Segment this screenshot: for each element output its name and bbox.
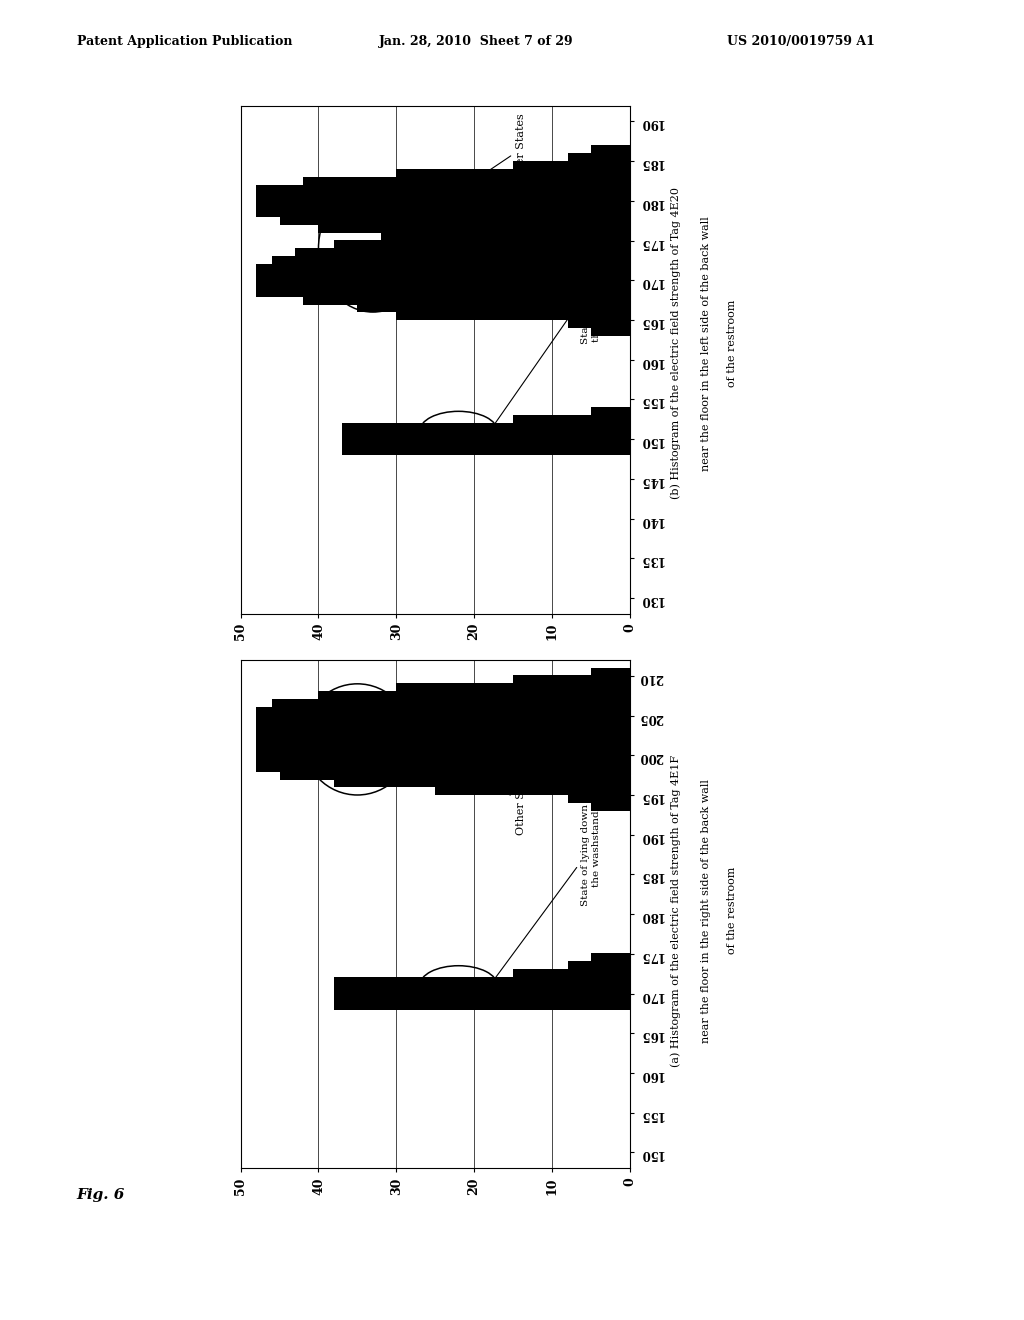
Text: near the floor in the right side of the back wall: near the floor in the right side of the … bbox=[701, 779, 712, 1043]
Text: Patent Application Publication: Patent Application Publication bbox=[77, 34, 292, 48]
Bar bbox=[334, 240, 630, 273]
Bar bbox=[271, 700, 630, 731]
Text: US 2010/0019759 A1: US 2010/0019759 A1 bbox=[727, 34, 874, 48]
Text: of the restroom: of the restroom bbox=[727, 867, 737, 954]
Bar bbox=[256, 739, 630, 772]
Bar bbox=[318, 201, 630, 234]
Bar bbox=[567, 296, 630, 329]
Text: State of lying down to
the washstand: State of lying down to the washstand bbox=[492, 791, 600, 983]
Bar bbox=[334, 755, 630, 788]
Bar bbox=[303, 731, 630, 764]
Bar bbox=[591, 953, 630, 986]
Bar bbox=[591, 668, 630, 700]
Text: Fig. 6: Fig. 6 bbox=[77, 1188, 125, 1201]
Bar bbox=[357, 280, 630, 313]
Text: (a) Histogram of the electric field strength of Tag 4E1F: (a) Histogram of the electric field stre… bbox=[671, 755, 681, 1067]
Bar bbox=[459, 224, 630, 257]
Bar bbox=[591, 779, 630, 812]
Bar bbox=[513, 676, 630, 708]
Bar bbox=[435, 763, 630, 796]
Bar bbox=[489, 216, 630, 249]
Bar bbox=[513, 414, 630, 447]
Text: near the floor in the left side of the back wall: near the floor in the left side of the b… bbox=[701, 216, 712, 470]
Bar bbox=[334, 977, 630, 1010]
Bar bbox=[567, 153, 630, 185]
Bar bbox=[256, 708, 630, 739]
Text: State of lying down to
the washing machine: State of lying down to the washing machi… bbox=[492, 228, 600, 429]
Text: Jan. 28, 2010  Sheet 7 of 29: Jan. 28, 2010 Sheet 7 of 29 bbox=[379, 34, 573, 48]
Bar bbox=[537, 209, 630, 242]
Text: (b) Histogram of the electric field strength of Tag 4E20: (b) Histogram of the electric field stre… bbox=[671, 187, 681, 499]
Bar bbox=[295, 248, 630, 281]
Bar bbox=[271, 256, 630, 289]
Bar bbox=[357, 723, 630, 755]
Text: of the restroom: of the restroom bbox=[727, 300, 737, 387]
Bar bbox=[303, 272, 630, 305]
Bar bbox=[256, 185, 630, 218]
Bar bbox=[591, 145, 630, 177]
Bar bbox=[591, 304, 630, 337]
Bar bbox=[342, 422, 630, 455]
Bar bbox=[412, 715, 630, 747]
Bar bbox=[396, 169, 630, 201]
Bar bbox=[280, 193, 630, 226]
Text: Other States: Other States bbox=[360, 741, 525, 834]
Bar bbox=[396, 288, 630, 321]
Bar bbox=[396, 684, 630, 715]
Bar bbox=[591, 407, 630, 440]
Bar bbox=[513, 161, 630, 193]
Bar bbox=[318, 692, 630, 723]
Bar bbox=[280, 747, 630, 780]
Bar bbox=[303, 177, 630, 210]
Text: Other States: Other States bbox=[375, 114, 525, 247]
Bar bbox=[567, 771, 630, 804]
Bar bbox=[567, 961, 630, 994]
Bar bbox=[381, 232, 630, 265]
Bar bbox=[513, 969, 630, 1002]
Bar bbox=[256, 264, 630, 297]
